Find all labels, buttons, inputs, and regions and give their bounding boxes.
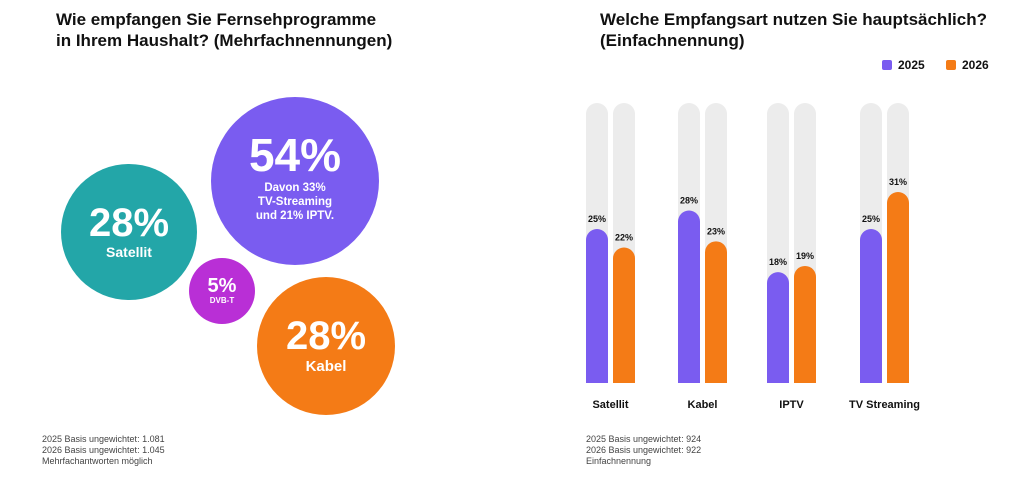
data-label: 22% [615,232,633,242]
main-reception-panel: Welche Empfangsart nutzen Sie hauptsächl… [520,0,1024,478]
category-label: IPTV [779,399,804,411]
right-title: Welche Empfangsart nutzen Sie hauptsächl… [600,9,1020,51]
bar-2026-kabel [705,241,727,383]
bubble-satellit: 28% Satellit [61,164,197,300]
legend-2025: 2025 [882,58,925,72]
data-label: 18% [769,257,787,267]
data-label: 25% [862,214,880,224]
bubble-dvbt: 5% DVB-T [189,258,255,324]
bar-2026-tv-streaming [887,192,909,383]
right-footnote-line: 2026 Basis ungewichtet: 922 [586,445,702,455]
bubble-dvbt-value: 5% [207,275,237,298]
category-label: TV Streaming [849,399,920,411]
left-footnote-line: 2026 Basis ungewichtet: 1.045 [42,445,165,455]
bubble-tv-line3: und 21% IPTV. [255,209,335,222]
legend-2026: 2026 [946,58,989,72]
legend-swatch-2026 [946,60,956,70]
bubble-dvbt-label: DVB-T [209,296,235,306]
left-title: Wie empfangen Sie Fernsehprogramme in Ih… [56,9,496,51]
bubble-tv-line2: TV-Streaming [257,196,333,209]
right-footnote: 2025 Basis ungewichtet: 924 2026 Basis u… [586,434,701,467]
right-footnote-line: 2025 Basis ungewichtet: 924 [586,434,702,444]
bar-2025-satellit [586,229,608,383]
bar-2026-iptv [794,265,816,383]
category-label: Satellit [592,399,628,411]
bubble-tv-line1: Davon 33% [264,182,326,195]
bar-2025-iptv [767,272,789,383]
bubble-kabel-value: 28% [285,314,367,358]
data-label: 31% [889,177,907,187]
bubble-kabel-label: Kabel [305,358,347,375]
left-footnote: 2025 Basis ungewichtet: 1.081 2026 Basis… [42,434,165,467]
legend-swatch-2025 [882,60,892,70]
bar-2025-kabel [678,210,700,383]
left-footnote-line: 2025 Basis ungewichtet: 1.081 [42,434,165,444]
legend-label-2025: 2025 [898,58,925,72]
reception-methods-panel: Wie empfangen Sie Fernsehprogramme in Ih… [42,9,496,467]
left-title-line2: in Ihrem Haushalt? (Mehrfachnennungen) [56,31,393,50]
bar-2025-tv-streaming [860,229,882,383]
right-footnote-line: Einfachnennung [586,456,652,466]
left-title-line1: Wie empfangen Sie Fernsehprogramme [56,10,377,29]
bubble-satellit-label: Satellit [106,244,152,261]
bubble-kabel: 28% Kabel [257,277,395,415]
bubble-tv-value: 54% [248,129,342,182]
bar-2026-satellit [613,247,635,383]
bubble-tv-streaming-iptv: 54% Davon 33% TV-Streaming und 21% IPTV. [211,97,379,265]
data-label: 19% [796,251,814,261]
data-label: 25% [588,214,606,224]
bubble-satellit-value: 28% [88,201,170,246]
right-title-line1: Welche Empfangsart nutzen Sie hauptsächl… [600,10,987,29]
right-title-line2: (Einfachnennung) [600,31,745,50]
data-label: 28% [680,196,698,206]
legend-label-2026: 2026 [962,58,989,72]
data-label: 23% [707,226,725,236]
bar-chart: 25% 22% Satellit 28% 23% Kabel 18% 19% IPTV 25% 31… [586,103,920,411]
left-footnote-line: Mehrfachantworten möglich [42,456,153,466]
category-label: Kabel [688,399,718,411]
